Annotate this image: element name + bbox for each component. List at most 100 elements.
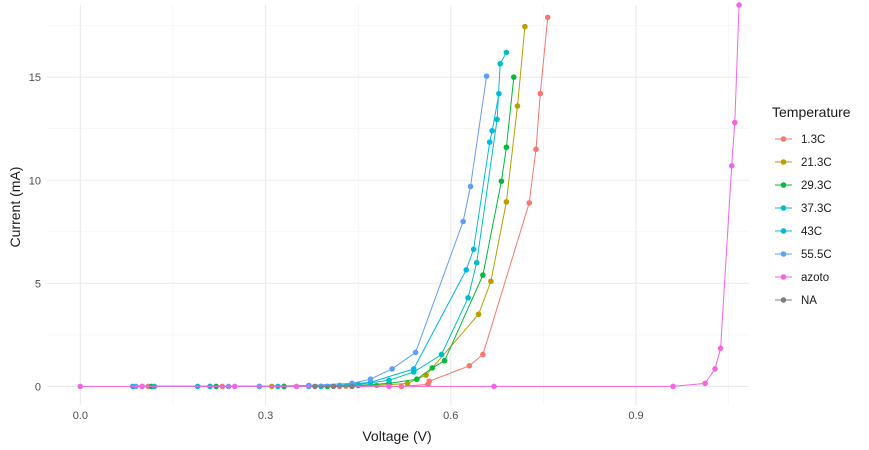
y-tick-label: 5: [35, 278, 41, 290]
grid-minor: [47, 5, 749, 405]
series-line: [148, 17, 549, 387]
legend: Temperature 1.3C 21.3C 29.3C 37.3C 43C 55.5C a…: [772, 104, 851, 307]
legend-title: Temperature: [772, 104, 851, 120]
series-line: [135, 76, 488, 387]
legend-key-point: [780, 136, 787, 142]
data-point: [489, 127, 495, 134]
data-point: [330, 383, 337, 390]
data-point: [426, 378, 432, 385]
x-tick-label: 0.0: [73, 410, 88, 422]
legend-key-point: [780, 159, 787, 165]
data-point: [386, 383, 392, 390]
legend-key-point: [780, 251, 787, 257]
data-point: [231, 383, 238, 390]
data-point: [544, 14, 551, 21]
legend-key-point: [780, 205, 787, 211]
y-tick-label: 15: [29, 72, 41, 84]
legend-label: 43C: [801, 226, 822, 238]
data-point: [475, 311, 482, 318]
data-point: [712, 366, 718, 372]
y-tick-label: 10: [29, 175, 41, 187]
legend-key-point: [780, 297, 787, 303]
data-point: [367, 376, 374, 383]
legend-key-point: [780, 228, 787, 234]
data-point: [293, 383, 300, 390]
data-point: [465, 294, 471, 301]
data-point: [404, 380, 411, 387]
legend-label: NA: [801, 295, 817, 307]
legend-label: 37.3C: [801, 203, 832, 215]
legend-label: 1.3C: [801, 134, 825, 146]
data-point: [491, 383, 497, 390]
x-tick-label: 0.6: [443, 410, 458, 422]
legend-label: 29.3C: [801, 180, 832, 192]
data-point: [670, 383, 676, 390]
series-layer: [77, 2, 742, 390]
data-point: [480, 351, 486, 358]
data-point: [410, 366, 417, 372]
y-tick-labels: 0 5 10 15: [29, 72, 41, 393]
data-point: [717, 345, 724, 352]
data-point: [423, 372, 429, 378]
data-point: [526, 200, 533, 206]
data-point: [503, 144, 510, 151]
series-line: [154, 52, 507, 387]
legend-label: azoto: [801, 272, 829, 284]
x-tick-label: 0.9: [628, 410, 643, 422]
data-point: [470, 246, 477, 253]
x-tick-label: 0.3: [258, 410, 273, 422]
data-point: [497, 60, 503, 67]
data-point: [312, 383, 318, 390]
data-point: [473, 259, 480, 266]
data-point: [498, 178, 505, 185]
x-axis-title: Voltage (V): [362, 428, 431, 444]
data-point: [466, 363, 473, 369]
x-tick-labels: 0.0 0.3 0.6 0.9: [73, 410, 644, 422]
data-point: [731, 119, 738, 126]
data-point: [736, 2, 742, 8]
data-point: [486, 139, 493, 145]
data-point: [429, 365, 436, 371]
data-point: [389, 366, 395, 372]
legend-item: 21.3C: [775, 157, 832, 169]
series-37-3c: [151, 49, 510, 390]
grid-major: [47, 5, 749, 405]
data-point: [441, 357, 448, 364]
data-point: [349, 383, 355, 390]
data-point: [480, 272, 486, 278]
legend-items: 1.3C 21.3C 29.3C 37.3C 43C 55.5C azoto NA: [775, 134, 832, 307]
data-point: [522, 23, 528, 30]
data-point: [496, 90, 502, 97]
legend-key-point: [780, 274, 787, 280]
data-point: [503, 199, 510, 205]
series-azoto: [77, 2, 742, 390]
data-point: [533, 146, 539, 153]
data-point: [514, 103, 521, 109]
data-point: [139, 383, 145, 390]
data-point: [483, 73, 490, 79]
data-point: [460, 218, 466, 225]
data-point: [373, 382, 380, 389]
series-55-5c: [133, 73, 490, 390]
series-21-3c: [139, 23, 528, 390]
series-na: [312, 383, 355, 390]
data-point: [537, 90, 544, 97]
series-line: [132, 93, 500, 387]
data-point: [386, 377, 392, 384]
data-point: [510, 74, 517, 80]
data-point: [414, 376, 420, 383]
legend-item: 55.5C: [775, 249, 832, 261]
legend-item: azoto: [775, 272, 829, 284]
data-point: [77, 383, 84, 390]
data-point: [488, 278, 494, 285]
data-point: [503, 49, 510, 56]
legend-item: NA: [775, 295, 817, 307]
data-point: [438, 351, 445, 358]
series-1-3c: [145, 14, 551, 390]
series-line: [80, 4, 740, 387]
legend-label: 55.5C: [801, 249, 832, 261]
data-point: [463, 267, 470, 273]
legend-item: 37.3C: [775, 203, 832, 215]
legend-item: 29.3C: [775, 180, 832, 192]
